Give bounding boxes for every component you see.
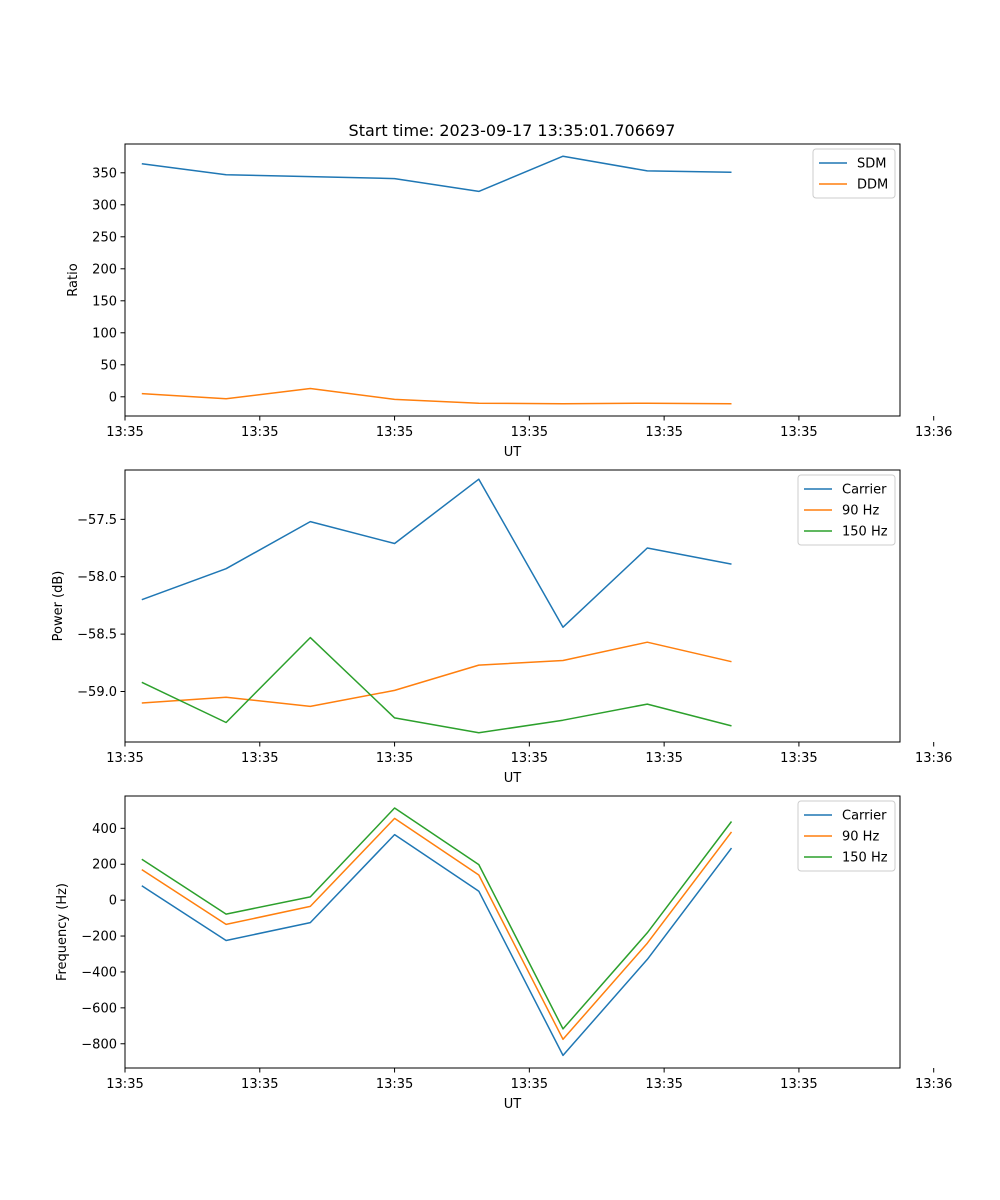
legend-label: DDM <box>857 178 888 193</box>
x-tick-label: 13:35 <box>780 751 817 766</box>
legend-box <box>812 148 896 199</box>
legend: SDM DDM <box>812 148 896 199</box>
legend-label: Carrier <box>842 483 887 498</box>
x-tick-label: 13:35 <box>106 425 143 440</box>
plot-frame <box>124 795 901 1069</box>
x-tick-label: 13:35 <box>511 425 548 440</box>
y-tick-label: 200 <box>92 262 117 277</box>
legend-label: Carrier <box>842 809 887 824</box>
x-tick-label: 13:35 <box>106 751 143 766</box>
series-line-carrier <box>141 833 733 1057</box>
x-tick-label: 13:35 <box>106 1077 143 1092</box>
chart-panel-1: 13:35 13:35 13:35 13:35 13:35 13:35 13:36 0 50 10… <box>66 143 952 460</box>
y-tick-label: −59.0 <box>77 685 117 700</box>
y-tick-label: 50 <box>100 358 117 373</box>
x-tick-label: 13:35 <box>376 1077 413 1092</box>
y-axis-label: Frequency (Hz) <box>55 883 70 981</box>
chart-panel-2: 13:35 13:35 13:35 13:35 13:35 13:35 13:36 −59.0… <box>51 469 952 786</box>
y-tick-label: 100 <box>92 326 117 341</box>
y-tick-label: 250 <box>92 230 117 245</box>
x-tick-label: 13:35 <box>241 751 278 766</box>
series-line-sdm <box>141 155 732 193</box>
y-tick-label: −200 <box>81 930 117 945</box>
y-tick-label: −400 <box>81 965 117 980</box>
x-tick-label: 13:35 <box>241 425 278 440</box>
x-tick-label: 13:36 <box>915 425 952 440</box>
legend-label: 150 Hz <box>842 851 888 866</box>
legend-label: SDM <box>857 157 886 172</box>
series-line-ddm <box>141 387 732 405</box>
x-axis-label: UT <box>504 445 522 460</box>
y-tick-label: −800 <box>81 1037 117 1052</box>
x-axis-label: UT <box>504 771 522 786</box>
y-axis-label: Power (dB) <box>51 571 66 642</box>
x-tick-label: 13:35 <box>780 1077 817 1092</box>
x-tick-label: 13:35 <box>511 751 548 766</box>
series-line-90-hz <box>141 641 732 708</box>
series-line-150-hz <box>141 807 733 1030</box>
y-tick-label: 400 <box>92 822 117 837</box>
plot-frame <box>124 469 901 743</box>
y-tick-label: −600 <box>81 1001 117 1016</box>
x-tick-label: 13:35 <box>241 1077 278 1092</box>
y-tick-label: 0 <box>109 390 117 405</box>
series-line-150-hz <box>141 636 732 734</box>
chart-panel-3: 13:35 13:35 13:35 13:35 13:35 13:35 13:36 −800 −… <box>55 795 952 1112</box>
x-axis-label: UT <box>504 1097 522 1112</box>
y-tick-label: −58.0 <box>77 570 117 585</box>
x-tick-label: 13:35 <box>645 751 682 766</box>
y-tick-label: −58.5 <box>77 628 117 643</box>
x-tick-label: 13:35 <box>780 425 817 440</box>
x-tick-label: 13:36 <box>915 1077 952 1092</box>
y-tick-label: 200 <box>92 858 117 873</box>
legend: Carrier 90 Hz 150 Hz <box>797 474 896 546</box>
legend: Carrier 90 Hz 150 Hz <box>797 800 896 872</box>
figure-title: Start time: 2023-09-17 13:35:01.706697 <box>349 121 676 140</box>
y-tick-label: −57.5 <box>77 513 117 528</box>
legend-box <box>797 800 896 872</box>
y-axis-label: Ratio <box>66 263 81 296</box>
plot-frame <box>124 143 901 417</box>
y-tick-label: 150 <box>92 294 117 309</box>
legend-label: 150 Hz <box>842 525 888 540</box>
legend-label: 90 Hz <box>842 504 879 519</box>
x-tick-label: 13:35 <box>645 425 682 440</box>
x-tick-label: 13:35 <box>376 751 413 766</box>
y-tick-label: 0 <box>109 894 117 909</box>
legend-box <box>797 474 896 546</box>
series-line-90-hz <box>141 817 733 1041</box>
x-tick-label: 13:36 <box>915 751 952 766</box>
x-tick-label: 13:35 <box>376 425 413 440</box>
series-line-carrier <box>141 478 732 628</box>
y-tick-label: 300 <box>92 198 117 213</box>
x-tick-label: 13:35 <box>645 1077 682 1092</box>
y-tick-label: 350 <box>92 166 117 181</box>
legend-label: 90 Hz <box>842 830 879 845</box>
x-tick-label: 13:35 <box>511 1077 548 1092</box>
